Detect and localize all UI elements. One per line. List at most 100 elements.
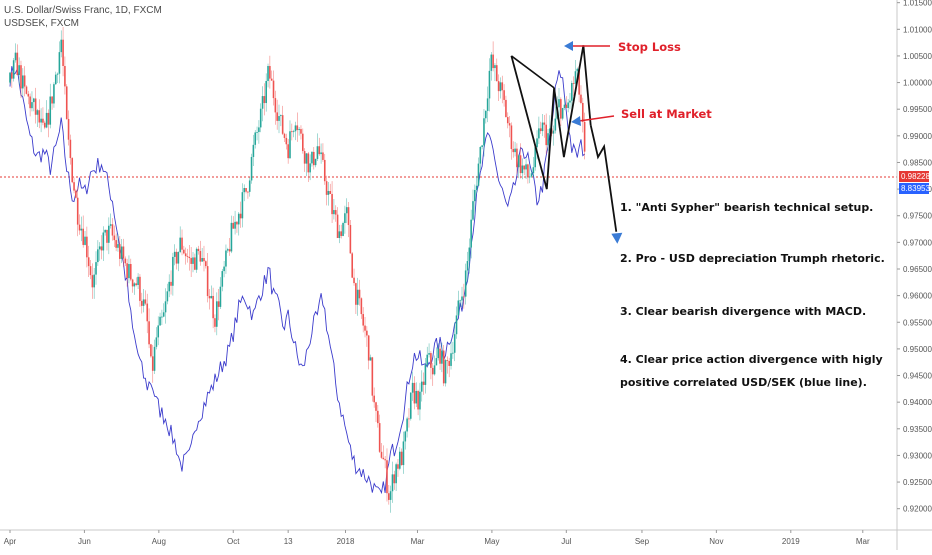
candle-body <box>583 121 586 152</box>
candle-body <box>161 316 163 318</box>
candle-body <box>384 459 386 461</box>
candle-body <box>428 353 430 355</box>
candle-body <box>217 301 220 307</box>
candle-body <box>539 128 542 132</box>
stop-loss-arrowhead <box>564 41 573 51</box>
candle-body <box>40 118 42 123</box>
candle-body <box>322 152 324 160</box>
candle-body <box>135 283 138 286</box>
candle-body <box>133 283 136 287</box>
candle-body <box>300 129 302 134</box>
candle-body <box>164 301 167 313</box>
candle-body <box>459 300 461 302</box>
candle-body <box>170 281 172 286</box>
candle-body <box>119 244 121 259</box>
candle-body <box>367 335 370 361</box>
candle-body <box>113 235 116 241</box>
y-tick-label: 0.99500 <box>903 105 932 114</box>
candle-body <box>60 39 63 53</box>
candle-body <box>296 125 299 131</box>
candle-body <box>366 330 368 336</box>
note-3: 3. Clear bearish divergence with MACD. <box>620 305 867 318</box>
candle-body <box>97 249 99 263</box>
candle-body <box>56 73 59 75</box>
candle-body <box>16 52 19 76</box>
candle-body <box>397 464 399 469</box>
candle-body <box>25 86 28 94</box>
candle-body <box>291 131 293 133</box>
y-tick-label: 1.01500 <box>903 0 932 8</box>
candle-body <box>552 130 555 134</box>
candle-body <box>406 418 408 432</box>
candle-body <box>82 228 84 245</box>
note-4-line-2: positive correlated USD/SEK (blue line). <box>620 376 867 389</box>
candle-body <box>417 390 419 410</box>
candle-body <box>109 224 112 226</box>
candle-body <box>259 108 262 128</box>
candle-body <box>173 251 176 257</box>
candle-body <box>241 192 244 219</box>
candle-body <box>349 225 352 254</box>
x-tick-label: Jun <box>78 537 91 546</box>
candle-body <box>492 54 494 69</box>
candle-body <box>378 423 381 452</box>
candle-body <box>477 163 480 186</box>
candle-body <box>569 100 571 103</box>
candle-body <box>49 96 52 125</box>
y-tick-label: 0.93500 <box>903 425 932 434</box>
compare-price-badge: 8.83953 <box>899 182 930 194</box>
candle-body <box>172 256 174 286</box>
candle-body <box>371 357 374 396</box>
candle-body <box>538 128 540 139</box>
candle-body <box>144 299 147 304</box>
candle-body <box>536 138 538 148</box>
candle-body <box>223 266 225 272</box>
candle-body <box>27 93 30 97</box>
x-tick-label: 2019 <box>782 537 800 546</box>
candle-body <box>336 214 339 239</box>
compare-symbol-label[interactable]: USDSEK, FXCM <box>4 18 80 29</box>
candle-body <box>543 122 546 125</box>
candle-body <box>194 257 196 270</box>
candle-body <box>14 52 17 61</box>
candle-body <box>292 131 295 133</box>
candle-body <box>571 83 573 101</box>
candle-body <box>455 315 458 335</box>
candle-body <box>188 256 191 259</box>
candle-body <box>554 118 557 131</box>
candle-body <box>545 124 547 146</box>
candle-body <box>364 325 366 331</box>
candle-body <box>316 146 319 159</box>
candle-body <box>184 253 187 257</box>
candle-body <box>287 144 289 159</box>
candle-body <box>221 271 224 287</box>
x-tick-label: Mar <box>411 537 425 546</box>
note-1: 1. "Anti Sypher" bearish technical setup… <box>620 201 874 214</box>
candle-body <box>523 165 526 170</box>
candle-body <box>212 295 214 319</box>
candle-body <box>177 251 180 264</box>
candle-body <box>245 188 247 192</box>
candle-body <box>453 334 456 353</box>
candle-body <box>413 382 416 404</box>
candle-body <box>532 167 535 174</box>
candle-body <box>375 402 377 411</box>
candle-body <box>488 70 491 99</box>
candle-body <box>252 144 255 157</box>
candles-layer <box>9 26 586 513</box>
y-tick-label: 0.95000 <box>903 345 932 354</box>
candle-body <box>34 98 37 115</box>
candle-body <box>181 237 183 250</box>
candle-body <box>128 264 130 279</box>
candle-body <box>307 153 310 173</box>
candle-body <box>444 360 447 384</box>
y-tick-label: 0.92500 <box>903 478 932 487</box>
candle-body <box>298 129 300 131</box>
candle-body <box>334 210 337 215</box>
candle-body <box>547 133 549 146</box>
main-symbol-label[interactable]: U.S. Dollar/Swiss Franc, 1D, FXCM <box>4 5 162 16</box>
candle-body <box>485 110 487 119</box>
candle-body <box>146 303 149 322</box>
